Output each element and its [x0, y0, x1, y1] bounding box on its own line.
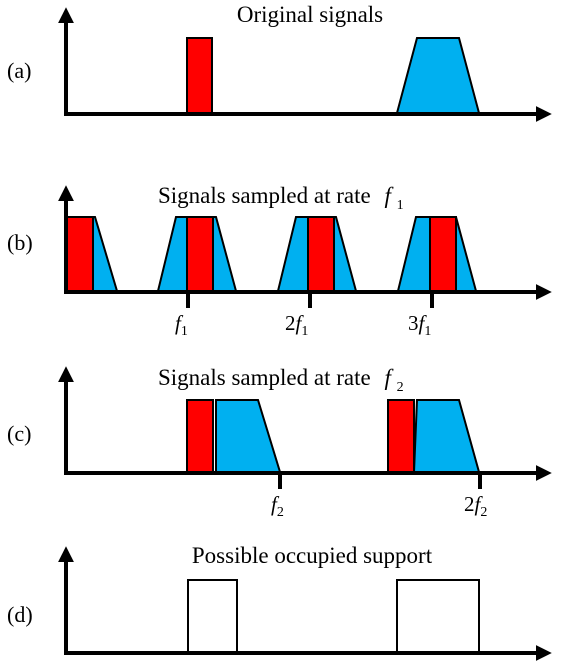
tick-label-b2: 2f1 [285, 311, 308, 339]
panel-title-b-subscript: 1 [397, 198, 404, 213]
panel-title-b-text: Signals sampled at rate [158, 183, 371, 208]
support-box-1 [187, 579, 238, 653]
panel-title-c-text: Signals sampled at rate [158, 365, 371, 390]
panel-title-c-symbol: f [384, 365, 394, 390]
panel-title-c: Signals sampled at rate f 2 [158, 365, 404, 395]
panel-title-b-symbol: f [384, 183, 394, 208]
blue-signal-a [395, 37, 481, 114]
panel-label-c: (c) [7, 421, 31, 446]
panel-a: (a) Original signals [7, 2, 552, 122]
panel-label-a: (a) [7, 58, 31, 83]
tick-label-c1: f2 [271, 492, 284, 520]
panel-title-d: Possible occupied support [192, 543, 433, 568]
panel-label-d: (d) [7, 602, 33, 627]
red-copy-b1 [186, 216, 214, 292]
blue-copy-c2 [412, 399, 481, 473]
red-signal-a [186, 37, 213, 114]
red-copy-c2 [387, 399, 415, 473]
panel-label-b: (b) [7, 230, 33, 255]
panel-title-c-subscript: 2 [397, 380, 404, 395]
red-copy-c1 [186, 399, 214, 473]
tick-label-b3: 3f1 [408, 311, 431, 339]
red-copy-b3 [429, 216, 457, 292]
red-copy-b0 [66, 216, 94, 292]
red-copy-b2 [307, 216, 335, 292]
panel-b: (b) Signals sampled at rate f 1 f1 2f1 3… [7, 183, 552, 339]
panel-title-b: Signals sampled at rate f 1 [158, 183, 404, 213]
tick-label-b1: f1 [175, 311, 188, 339]
blue-copy-c1 [215, 399, 282, 473]
tick-label-c2: 2f2 [464, 492, 487, 520]
support-box-2 [396, 579, 480, 653]
panel-d: (d) Possible occupied support [7, 543, 552, 661]
panel-title-a: Original signals [237, 2, 383, 27]
panel-c: (c) Signals sampled at rate f 2 f2 2f2 [7, 365, 552, 520]
